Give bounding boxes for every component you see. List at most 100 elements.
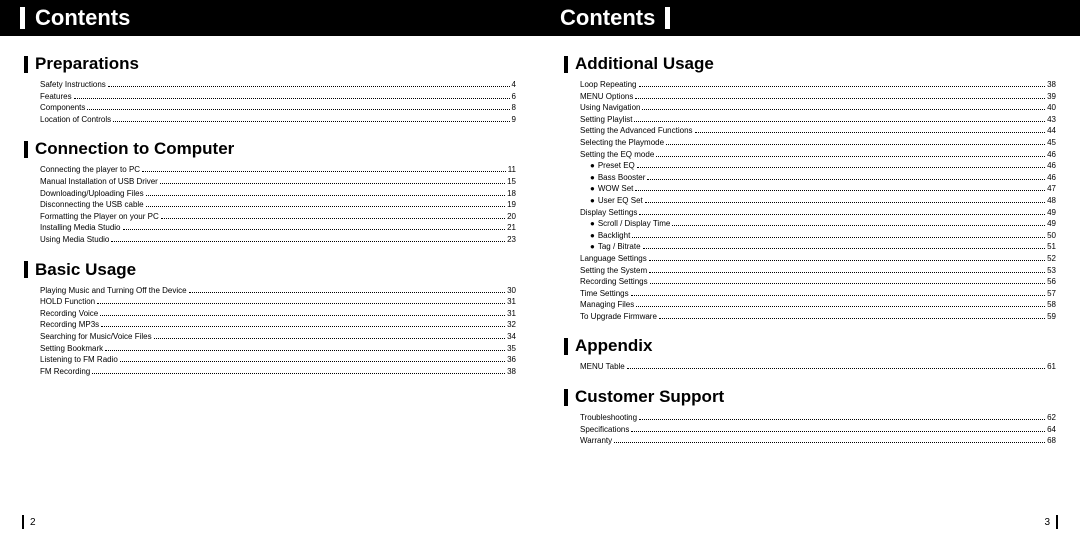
- toc-label-text: Listening to FM Radio: [40, 355, 118, 364]
- toc-section: Preparations Safety Instructions4Features…: [24, 54, 516, 125]
- section-title-text: Basic Usage: [35, 260, 136, 280]
- section-title-text: Connection to Computer: [35, 139, 234, 159]
- toc-section: Basic Usage Playing Music and Turning Off…: [24, 260, 516, 378]
- toc-label: MENU Options: [580, 91, 633, 103]
- toc-label-text: Recording MP3s: [40, 320, 99, 329]
- toc-section: Customer SupportTroubleshooting62Specifi…: [564, 387, 1056, 447]
- toc-label-text: Safety Instructions: [40, 80, 106, 89]
- toc-list: Connecting the player to PC11Manual Inst…: [24, 164, 516, 245]
- toc-label-text: Selecting the Playmode: [580, 138, 664, 147]
- section-title: Connection to Computer: [24, 139, 516, 159]
- bullet-icon: ●: [590, 183, 595, 195]
- toc-page-number: 31: [507, 308, 516, 320]
- toc-label: Language Settings: [580, 253, 647, 265]
- toc-leader-dots: [635, 98, 1045, 99]
- toc-label: Recording Settings: [580, 276, 648, 288]
- toc-label: MENU Table: [580, 361, 625, 373]
- toc-row: Downloading/Uploading Files18: [40, 188, 516, 200]
- toc-label-text: Preset EQ: [598, 161, 635, 170]
- toc-leader-dots: [631, 431, 1045, 432]
- toc-leader-dots: [142, 171, 506, 172]
- toc-label: Time Settings: [580, 288, 629, 300]
- toc-page-number: 51: [1047, 241, 1056, 253]
- toc-page-number: 68: [1047, 435, 1056, 447]
- toc-leader-dots: [639, 86, 1046, 87]
- toc-row: MENU Options 39: [580, 91, 1056, 103]
- toc-row: ●Scroll / Display Time49: [580, 218, 1056, 230]
- toc-row: ●Bass Booster46: [580, 172, 1056, 184]
- footer-bar-icon: [1056, 515, 1058, 529]
- toc-page-number: 59: [1047, 311, 1056, 323]
- toc-label-text: Setting Playlist: [580, 115, 632, 124]
- toc-label-text: Features: [40, 92, 72, 101]
- toc-leader-dots: [101, 326, 505, 327]
- toc-page-number: 39: [1047, 91, 1056, 103]
- toc-label: ●Bass Booster: [590, 172, 645, 184]
- toc-page-number: 46: [1047, 149, 1056, 161]
- toc-label: Setting the System: [580, 265, 647, 277]
- header-title-right: Contents: [560, 5, 655, 31]
- toc-leader-dots: [111, 241, 505, 242]
- toc-page-number: 44: [1047, 125, 1056, 137]
- toc-leader-dots: [642, 109, 1045, 110]
- section-title: Customer Support: [564, 387, 1056, 407]
- toc-leader-dots: [647, 179, 1045, 180]
- toc-row: Disconnecting the USB cable19: [40, 199, 516, 211]
- toc-label: Disconnecting the USB cable: [40, 199, 144, 211]
- right-page: Contents Additional UsageLoop Repeating3…: [540, 0, 1080, 539]
- toc-label-text: Warranty: [580, 436, 612, 445]
- toc-row: Setting the EQ mode 46: [580, 149, 1056, 161]
- left-body: Preparations Safety Instructions4Features…: [0, 36, 540, 539]
- toc-label: Safety Instructions: [40, 79, 106, 91]
- toc-row: Playing Music and Turning Off the Device…: [40, 285, 516, 297]
- toc-row: Setting the System53: [580, 265, 1056, 277]
- toc-label: Searching for Music/Voice Files: [40, 331, 152, 343]
- toc-leader-dots: [649, 272, 1045, 273]
- toc-page-number: 43: [1047, 114, 1056, 126]
- toc-label-text: Setting the Advanced Functions: [580, 126, 693, 135]
- toc-row: Specifications64: [580, 424, 1056, 436]
- page-number-right: 3: [1044, 517, 1050, 528]
- toc-row: Managing Files58: [580, 299, 1056, 311]
- toc-page-number: 38: [1047, 79, 1056, 91]
- toc-label-text: Setting the EQ mode: [580, 150, 654, 159]
- toc-page-number: 48: [1047, 195, 1056, 207]
- toc-label-text: Loop Repeating: [580, 80, 637, 89]
- footer-right: 3: [1044, 515, 1058, 529]
- section-title-text: Preparations: [35, 54, 139, 74]
- toc-row: Setting the Advanced Functions 44: [580, 125, 1056, 137]
- toc-page-number: 36: [507, 354, 516, 366]
- toc-row: Language Settings52: [580, 253, 1056, 265]
- toc-label-text: Formatting the Player on your PC: [40, 212, 159, 221]
- right-body: Additional UsageLoop Repeating38MENU Opt…: [540, 36, 1080, 539]
- toc-page-number: 15: [507, 176, 516, 188]
- toc-row: Safety Instructions4: [40, 79, 516, 91]
- toc-page-number: 6: [512, 91, 516, 103]
- left-page: Contents PreparationsSafety Instructions…: [0, 0, 540, 539]
- toc-label-text: Recording Voice: [40, 309, 98, 318]
- toc-leader-dots: [160, 183, 505, 184]
- toc-row: Components8: [40, 102, 516, 114]
- header-bar-right: Contents: [540, 0, 1080, 36]
- toc-label-text: Setting Bookmark: [40, 344, 103, 353]
- toc-leader-dots: [123, 229, 506, 230]
- toc-label: Loop Repeating: [580, 79, 637, 91]
- toc-label-text: Scroll / Display Time: [598, 219, 670, 228]
- toc-label-text: MENU Options: [580, 92, 633, 101]
- toc-label-text: Managing Files: [580, 300, 634, 309]
- toc-label-text: Tag / Bitrate: [598, 242, 641, 251]
- bullet-icon: ●: [590, 218, 595, 230]
- toc-label: Managing Files: [580, 299, 634, 311]
- toc-row: Selecting the Playmode45: [580, 137, 1056, 149]
- toc-label-text: Components: [40, 103, 85, 112]
- toc-leader-dots: [161, 218, 505, 219]
- toc-page-number: 38: [507, 366, 516, 378]
- toc-leader-dots: [146, 206, 505, 207]
- footer-bar-icon: [22, 515, 24, 529]
- toc-leader-dots: [656, 156, 1045, 157]
- toc-list: MENU Table61: [564, 361, 1056, 373]
- toc-leader-dots: [92, 373, 505, 374]
- toc-leader-dots: [627, 368, 1045, 369]
- toc-list: Loop Repeating38MENU Options39Using Navi…: [564, 79, 1056, 322]
- toc-row: ●Backlight50: [580, 230, 1056, 242]
